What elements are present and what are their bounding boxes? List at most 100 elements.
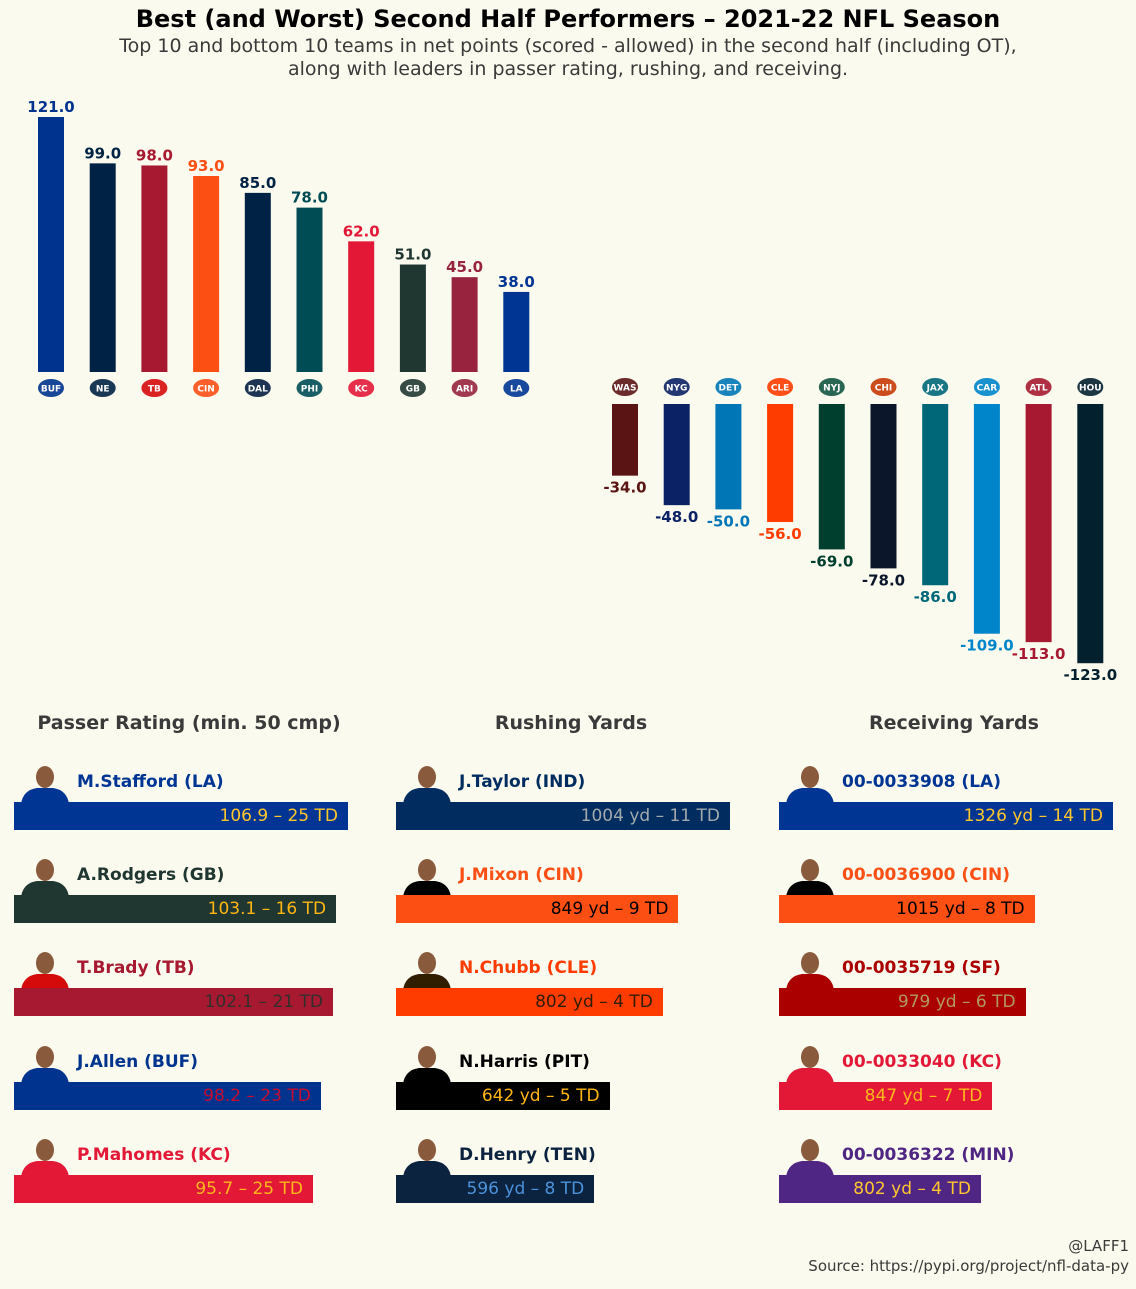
- team-logo-icon-phi: PHI: [296, 379, 323, 397]
- team-logo-shape: [399, 379, 426, 397]
- player-name: T.Brady (TB): [77, 958, 195, 978]
- bar-value-label: -113.0: [1012, 645, 1066, 663]
- team-logo-icon-ne: NE: [89, 379, 116, 397]
- player-headshot-icon: [21, 1139, 69, 1177]
- leader-row: A.Rodgers (GB) 103.1 – 16 TD: [14, 857, 374, 923]
- bottom-team-group: -78.0 CHI: [862, 378, 905, 589]
- player-name: 00-0035719 (SF): [842, 958, 1001, 978]
- bottom-team-group: -50.0 DET: [707, 378, 750, 530]
- team-logo-icon-hou: HOU: [1077, 378, 1104, 396]
- team-logo-shape: [715, 378, 742, 396]
- team-logo-shape: [870, 378, 897, 396]
- leader-bar: 849 yd – 9 TD: [396, 895, 679, 923]
- leader-value: 103.1 – 16 TD: [207, 899, 327, 919]
- player-headshot-icon: [403, 766, 451, 804]
- team-logo-icon-det: DET: [715, 378, 742, 396]
- player-headshot-icon: [403, 1139, 451, 1177]
- leader-row: D.Henry (TEN) 596 yd – 8 TD: [396, 1137, 756, 1203]
- panel-title: Receiving Yards: [869, 712, 1039, 734]
- leader-row: J.Allen (BUF) 98.2 – 23 TD: [14, 1044, 374, 1110]
- leader-bar: 979 yd – 6 TD: [779, 988, 1026, 1016]
- player-headshot-icon: [786, 1046, 834, 1084]
- player-name: 00-0036322 (MIN): [842, 1145, 1015, 1165]
- leader-bar: 102.1 – 21 TD: [14, 988, 333, 1016]
- player-name: 00-0033908 (LA): [842, 772, 1001, 792]
- team-logo-shape: [296, 379, 323, 397]
- top-team-group: 62.0 KC: [343, 222, 380, 397]
- team-logo-code: JAX: [926, 384, 944, 394]
- leader-value: 98.2 – 23 TD: [203, 1086, 311, 1106]
- team-logo-icon-kc: KC: [348, 379, 375, 397]
- bar-value-label: -86.0: [914, 588, 957, 606]
- team-logo-code: KC: [355, 385, 369, 395]
- team-logo-code: DAL: [248, 385, 268, 395]
- bar-top-cin: [193, 176, 220, 372]
- subtitle-line-2: along with leaders in passer rating, rus…: [287, 58, 849, 80]
- team-logo-icon-la: LA: [503, 379, 530, 397]
- bar-value-label: -69.0: [810, 552, 853, 570]
- bar-value-label: 78.0: [291, 189, 328, 207]
- bar-top-buf: [38, 117, 64, 372]
- player-name: P.Mahomes (KC): [77, 1145, 231, 1165]
- team-logo-shape: [141, 379, 168, 397]
- leader-row: J.Mixon (CIN) 849 yd – 9 TD: [396, 857, 756, 923]
- leader-row: 00-0036900 (CIN) 1015 yd – 8 TD: [779, 857, 1136, 923]
- team-logo-code: CHI: [875, 384, 893, 394]
- team-logo-code: BUF: [41, 385, 61, 395]
- bottom-team-group: -34.0 WAS: [603, 378, 647, 497]
- bar-bottom-hou: [1077, 404, 1104, 664]
- leader-value: 1004 yd – 11 TD: [580, 806, 720, 826]
- player-headshot-icon: [403, 952, 451, 990]
- leader-bar: 95.7 – 25 TD: [14, 1175, 313, 1203]
- team-logo-code: NYJ: [823, 384, 840, 394]
- team-logo-icon-chi: CHI: [870, 378, 897, 396]
- bottom-team-group: -69.0 NYJ: [810, 378, 853, 570]
- player-headshot-icon: [786, 1139, 834, 1177]
- team-logo-code: NE: [96, 385, 110, 395]
- leader-bar: 642 yd – 5 TD: [396, 1082, 610, 1110]
- team-logo-icon-nyj: NYJ: [818, 378, 845, 396]
- leader-row: P.Mahomes (KC) 95.7 – 25 TD: [14, 1137, 374, 1203]
- player-name: A.Rodgers (GB): [77, 865, 225, 885]
- bar-bottom-jax: [922, 404, 949, 586]
- leader-bar: 596 yd – 8 TD: [396, 1175, 595, 1203]
- team-logo-shape: [818, 378, 845, 396]
- team-logo-shape: [451, 379, 478, 397]
- leader-row: J.Taylor (IND) 1004 yd – 11 TD: [396, 764, 756, 830]
- player-name: N.Harris (PIT): [459, 1052, 590, 1072]
- player-headshot-icon: [786, 859, 834, 897]
- team-logo-shape: [348, 379, 375, 397]
- team-logo-shape: [767, 378, 794, 396]
- team-logo-code: CAR: [977, 384, 998, 394]
- team-logo-icon-dal: DAL: [244, 379, 271, 397]
- team-logo-shape: [612, 378, 638, 396]
- bar-bottom-car: [973, 404, 1000, 634]
- team-logo-icon-cin: CIN: [193, 379, 220, 397]
- bar-bottom-det: [715, 404, 742, 510]
- leader-bar: 1004 yd – 11 TD: [396, 802, 730, 830]
- net-points-bar-chart: 121.0 BUF 99.0 NE 98.0 TB 93.0 CIN 85.0 DAL 78.0 PH…: [27, 98, 1117, 684]
- team-logo-icon-car: CAR: [973, 378, 1000, 396]
- leader-row: N.Harris (PIT) 642 yd – 5 TD: [396, 1044, 756, 1110]
- team-logo-icon-gb: GB: [399, 379, 426, 397]
- team-logo-icon-jax: JAX: [922, 378, 949, 396]
- bottom-team-group: -86.0 JAX: [914, 378, 957, 606]
- leader-bar: 106.9 – 25 TD: [14, 802, 348, 830]
- bar-value-label: 99.0: [84, 144, 121, 162]
- team-logo-shape: [193, 379, 220, 397]
- bar-top-gb: [399, 264, 426, 372]
- bottom-team-group: -113.0 ATL: [1012, 378, 1066, 663]
- team-logo-shape: [663, 378, 690, 396]
- team-logo-code: TB: [148, 385, 161, 395]
- bar-bottom-cle: [767, 404, 794, 523]
- bar-value-label: -48.0: [655, 508, 698, 526]
- team-logo-code: WAS: [614, 384, 637, 394]
- leader-row: T.Brady (TB) 102.1 – 21 TD: [14, 950, 374, 1016]
- team-logo-code: ARI: [456, 385, 473, 395]
- team-logo-code: NYG: [666, 384, 687, 394]
- bottom-team-group: -109.0 CAR: [960, 378, 1014, 655]
- team-logo-icon-ari: ARI: [451, 379, 478, 397]
- panel-title: Passer Rating (min. 50 cmp): [37, 712, 341, 734]
- leader-bar: 1015 yd – 8 TD: [779, 895, 1035, 923]
- leader-value: 802 yd – 4 TD: [535, 992, 653, 1012]
